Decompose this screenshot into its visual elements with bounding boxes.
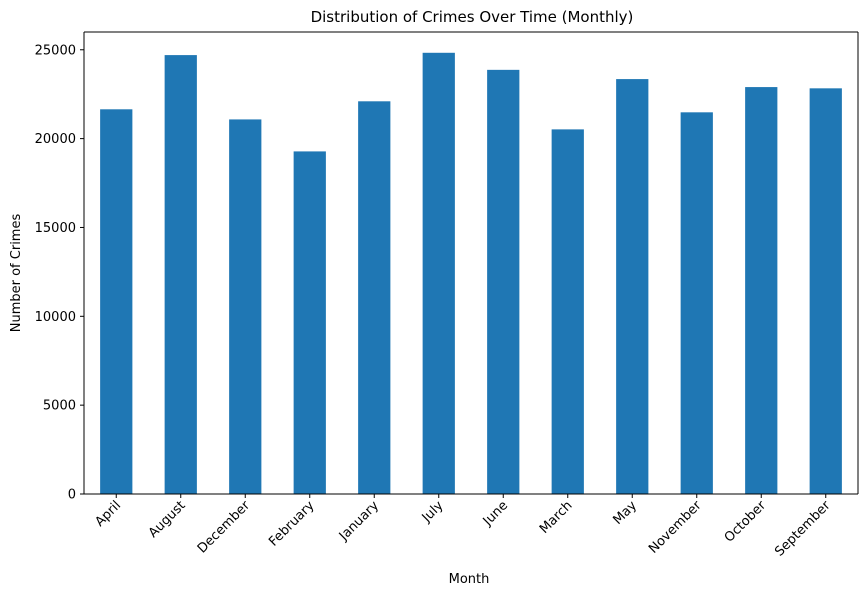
bar-september (809, 88, 842, 494)
y-tick-label: 15000 (35, 221, 76, 236)
bar-october (745, 87, 778, 494)
x-tick-label-november: November (646, 498, 705, 557)
bar-may (616, 79, 649, 494)
x-tick-label-april: April (92, 498, 124, 530)
bar-august (164, 55, 197, 494)
axes-layer (83, 31, 859, 495)
y-tick-label: 10000 (35, 310, 76, 325)
bar-january (358, 101, 391, 495)
bar-april (100, 109, 133, 495)
chart-title: Distribution of Crimes Over Time (Monthl… (311, 8, 634, 26)
bar-february (293, 151, 326, 494)
x-tick-label-september: September (772, 498, 834, 560)
x-tick-label-february: February (266, 498, 318, 550)
bar-march (551, 129, 584, 494)
bar-december (229, 119, 262, 495)
x-axis-label: Month (449, 572, 490, 587)
x-tick-label-january: January (336, 498, 382, 544)
y-tick-label: 20000 (35, 132, 76, 147)
x-tick-label-june: June (480, 498, 511, 529)
bar-july (422, 52, 455, 494)
x-tick-label-march: March (537, 498, 576, 537)
y-axis-label: Number of Crimes (9, 214, 24, 333)
x-tick-label-december: December (195, 498, 254, 557)
y-tick-label: 0 (68, 488, 76, 503)
bar-june (487, 69, 520, 494)
x-tick-label-october: October (722, 498, 770, 546)
y-tick-label: 25000 (35, 43, 76, 58)
bars-layer (100, 52, 842, 495)
y-tick-label: 5000 (43, 399, 76, 414)
x-tick-label-august: August (146, 498, 189, 541)
x-tick-label-july: July (419, 498, 447, 526)
bar-november (680, 112, 713, 494)
x-tick-label-may: May (610, 498, 640, 528)
